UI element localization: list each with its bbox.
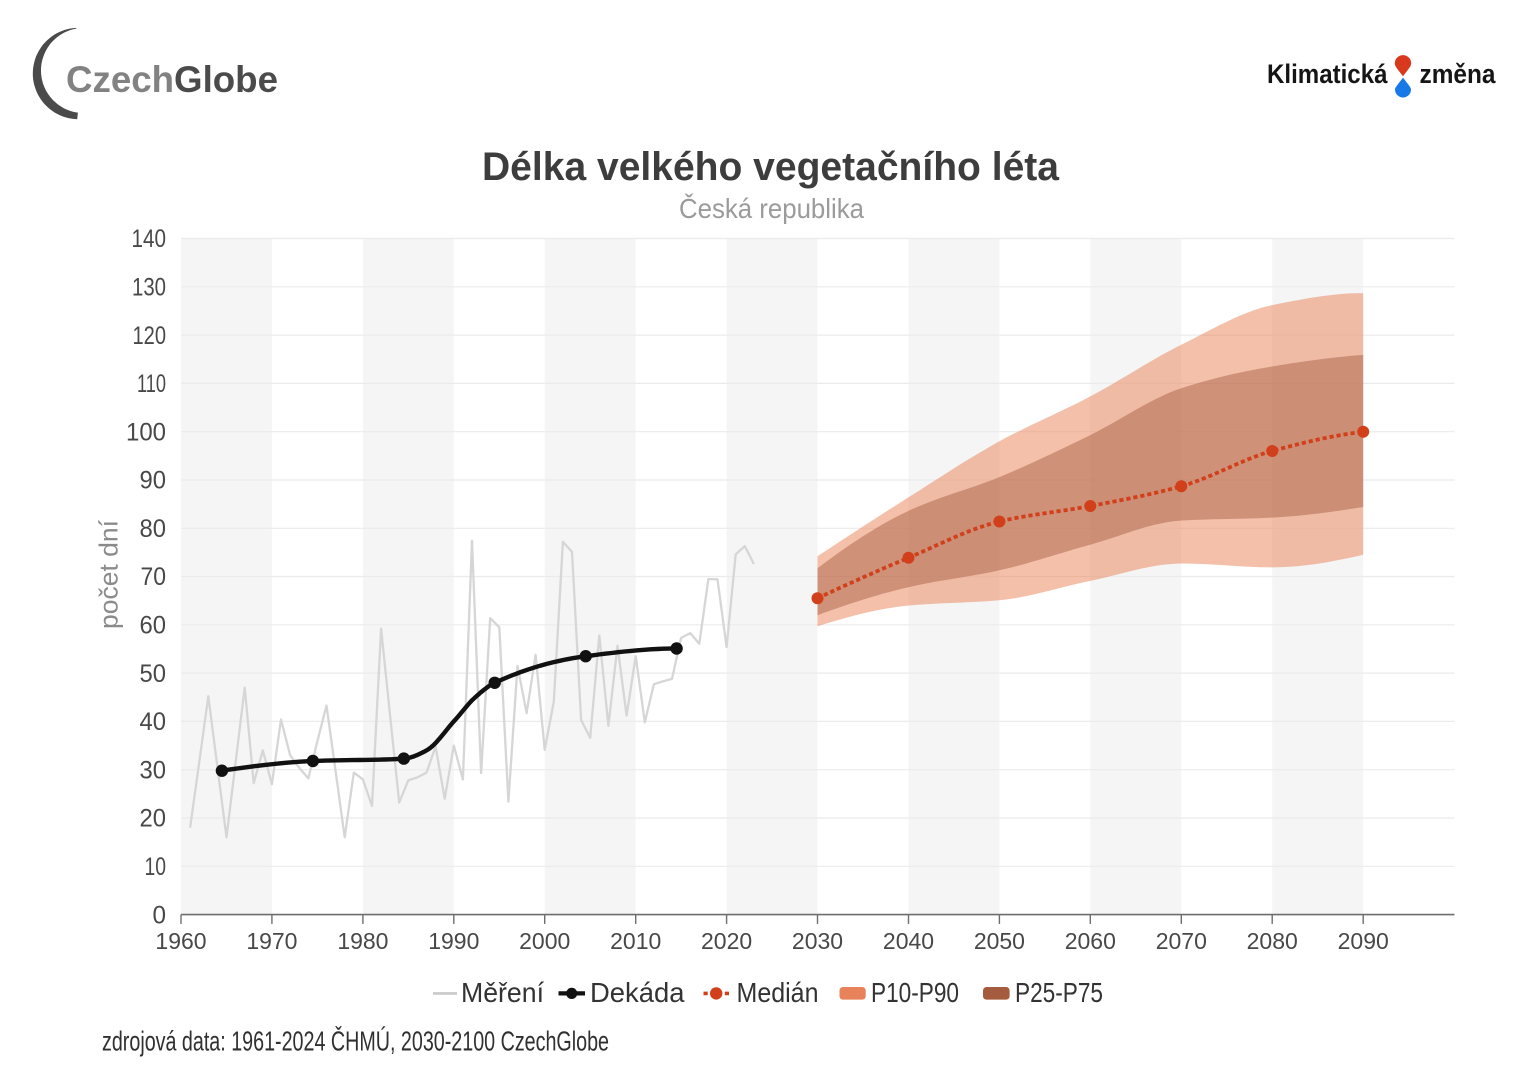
svg-text:2000: 2000 bbox=[519, 928, 570, 954]
svg-text:2060: 2060 bbox=[1065, 928, 1116, 954]
svg-text:2050: 2050 bbox=[974, 928, 1025, 954]
svg-text:140: 140 bbox=[132, 225, 167, 253]
svg-text:2070: 2070 bbox=[1156, 928, 1207, 954]
svg-text:40: 40 bbox=[140, 708, 167, 736]
svg-text:P10-P90: P10-P90 bbox=[871, 977, 959, 1008]
svg-text:1990: 1990 bbox=[428, 928, 479, 954]
svg-text:1980: 1980 bbox=[337, 928, 388, 954]
svg-text:Medián: Medián bbox=[737, 977, 819, 1008]
svg-text:30: 30 bbox=[140, 756, 167, 784]
svg-text:Klimatická: Klimatická bbox=[1267, 59, 1388, 89]
svg-text:20: 20 bbox=[140, 805, 167, 833]
svg-text:70: 70 bbox=[141, 563, 167, 591]
svg-text:50: 50 bbox=[140, 660, 167, 688]
svg-text:2040: 2040 bbox=[883, 928, 934, 954]
svg-text:2010: 2010 bbox=[610, 928, 661, 954]
svg-text:90: 90 bbox=[140, 467, 167, 495]
svg-text:100: 100 bbox=[126, 418, 166, 446]
svg-text:2090: 2090 bbox=[1338, 928, 1389, 954]
svg-text:P25-P75: P25-P75 bbox=[1015, 977, 1103, 1008]
svg-text:1960: 1960 bbox=[155, 928, 206, 954]
svg-text:10: 10 bbox=[145, 853, 167, 881]
svg-text:počet dní: počet dní bbox=[94, 519, 124, 629]
svg-text:Měření: Měření bbox=[461, 977, 544, 1008]
svg-text:Délka velkého vegetačního léta: Délka velkého vegetačního léta bbox=[482, 145, 1060, 189]
svg-text:80: 80 bbox=[140, 515, 167, 543]
svg-text:0: 0 bbox=[153, 901, 167, 929]
svg-text:CzechGlobe: CzechGlobe bbox=[66, 58, 278, 100]
svg-text:120: 120 bbox=[133, 322, 167, 350]
svg-text:1970: 1970 bbox=[246, 928, 297, 954]
svg-text:zdrojová data: 1961-2024 ČHMÚ,: zdrojová data: 1961-2024 ČHMÚ, 2030-2100… bbox=[102, 1026, 609, 1057]
svg-text:2080: 2080 bbox=[1247, 928, 1298, 954]
svg-text:Česká republika: Česká republika bbox=[679, 193, 864, 224]
svg-text:2020: 2020 bbox=[701, 928, 752, 954]
svg-text:130: 130 bbox=[132, 274, 166, 302]
svg-text:2030: 2030 bbox=[792, 928, 843, 954]
svg-text:60: 60 bbox=[140, 612, 167, 640]
svg-text:Dekáda: Dekáda bbox=[590, 977, 685, 1008]
svg-text:110: 110 bbox=[137, 370, 166, 398]
svg-text:změna: změna bbox=[1420, 59, 1497, 89]
